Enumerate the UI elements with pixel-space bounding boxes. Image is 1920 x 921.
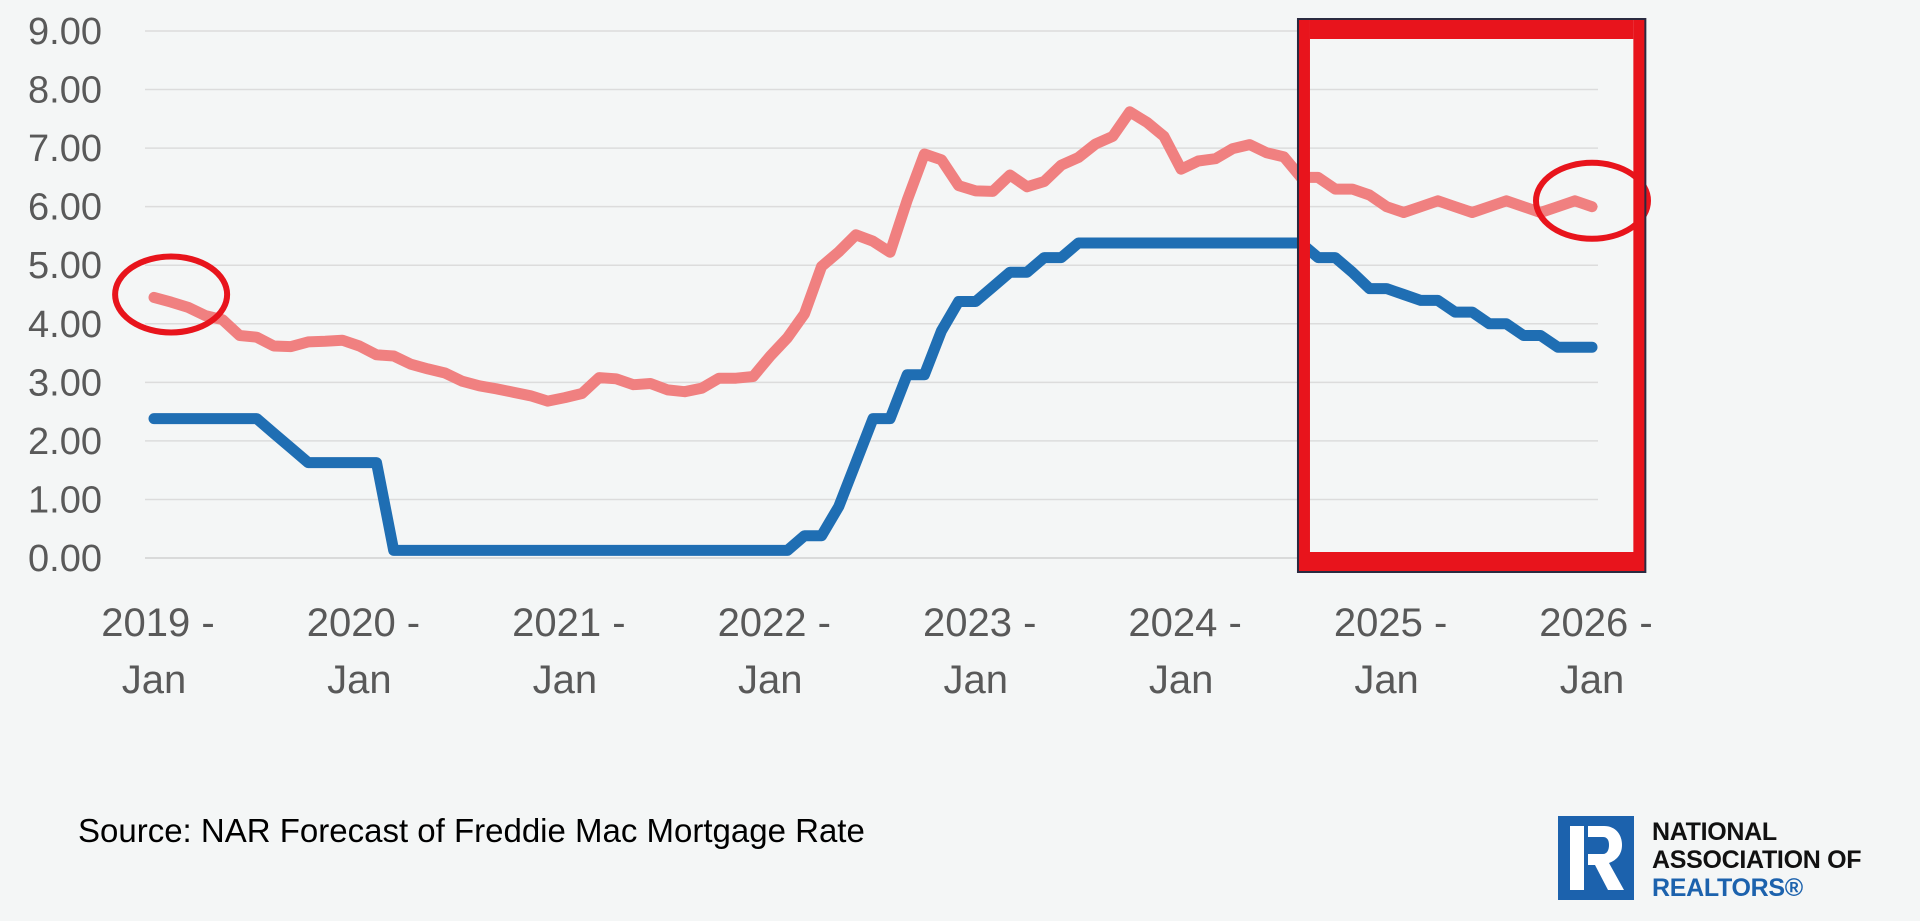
- x-tick: 2026 - Jan: [1539, 601, 1652, 702]
- x-tick-month: Jan: [327, 658, 392, 702]
- x-tick: 2021 - Jan: [512, 601, 625, 702]
- x-tick-month: Jan: [122, 658, 187, 702]
- x-tick-year: 2025 -: [1334, 601, 1447, 645]
- logo-line-2: ASSOCIATION OF: [1652, 846, 1862, 874]
- box-right-bar: [1633, 19, 1646, 572]
- y-tick-label: 4.00: [28, 304, 102, 346]
- x-tick: 2024 - Jan: [1128, 601, 1241, 702]
- x-tick-month: Jan: [1354, 658, 1419, 702]
- y-axis-ticks: 0.00 1.00 2.00 3.00 4.00 5.00 6.00 7.00 8.00 9.00: [28, 11, 102, 580]
- nar-logo: NATIONAL ASSOCIATION OF REALTORS®: [1558, 816, 1908, 902]
- y-tick-label: 2.00: [28, 421, 102, 463]
- x-tick-month: Jan: [738, 658, 803, 702]
- box-left-bar: [1297, 19, 1310, 572]
- x-tick-year: 2023 -: [923, 601, 1036, 645]
- logo-wordmark: NATIONAL ASSOCIATION OF REALTORS®: [1652, 818, 1862, 902]
- source-note: Source: NAR Forecast of Freddie Mac Mort…: [78, 812, 865, 849]
- x-tick-month: Jan: [943, 658, 1008, 702]
- annotations: [112, 18, 1651, 573]
- y-tick-label: 1.00: [28, 479, 102, 521]
- x-tick: 2023 - Jan: [923, 601, 1036, 702]
- x-tick-year: 2019 -: [101, 601, 214, 645]
- realtor-r-icon: [1558, 816, 1634, 900]
- x-tick-year: 2020 -: [307, 601, 420, 645]
- series-line-1: [148, 106, 1598, 407]
- y-tick-label: 3.00: [28, 362, 102, 404]
- highlight-ellipse-1: [112, 253, 231, 336]
- series-line-2: [148, 237, 1598, 556]
- x-tick: 2019 - Jan: [101, 601, 214, 702]
- y-tick-label: 0.00: [28, 538, 102, 580]
- y-tick-label: 5.00: [28, 245, 102, 287]
- series-lines: [148, 106, 1598, 556]
- y-tick-label: 9.00: [28, 11, 102, 53]
- logo-line-1: NATIONAL: [1652, 818, 1777, 846]
- x-tick-month: Jan: [1149, 658, 1214, 702]
- x-tick-year: 2021 -: [512, 601, 625, 645]
- x-tick-year: 2022 -: [718, 601, 831, 645]
- logo-line-3: REALTORS®: [1652, 874, 1803, 902]
- x-tick: 2020 - Jan: [307, 601, 420, 702]
- box-top-bar: [1309, 19, 1634, 39]
- y-tick-label: 7.00: [28, 128, 102, 170]
- x-tick-year: 2024 -: [1128, 601, 1241, 645]
- box-bottom-bar: [1297, 552, 1646, 572]
- highlight-ellipse-2: [1533, 159, 1651, 242]
- forecast-highlight-box: [1296, 18, 1647, 573]
- x-tick: 2022 - Jan: [718, 601, 831, 702]
- y-tick-label: 6.00: [28, 187, 102, 229]
- y-tick-label: 8.00: [28, 70, 102, 112]
- gridlines: [145, 30, 1598, 559]
- x-tick-month: Jan: [1560, 658, 1625, 702]
- x-tick-year: 2026 -: [1539, 601, 1652, 645]
- box-outline: [1296, 18, 1647, 573]
- x-tick-month: Jan: [533, 658, 598, 702]
- x-tick: 2025 - Jan: [1334, 601, 1447, 702]
